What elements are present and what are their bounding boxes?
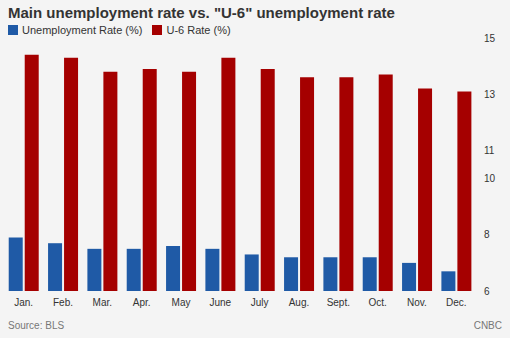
- svg-text:Nov.: Nov.: [407, 297, 427, 308]
- svg-text:Oct.: Oct.: [368, 297, 386, 308]
- svg-text:13: 13: [484, 89, 496, 100]
- html-text:Unemployment Rate (%): Unemployment Rate (%): [22, 24, 143, 36]
- svg-text:15: 15: [484, 33, 496, 44]
- svg-text:July: July: [251, 297, 269, 308]
- svg-text:11: 11: [484, 145, 495, 156]
- svg-text:June: June: [209, 297, 231, 308]
- svg-text:Feb.: Feb.: [53, 297, 73, 308]
- svg-text:Sept.: Sept.: [327, 297, 350, 308]
- svg-text:8: 8: [484, 229, 490, 240]
- svg-text:6: 6: [484, 286, 490, 297]
- html-text:Source: BLS: Source: BLS: [8, 320, 65, 331]
- svg-text:10: 10: [484, 173, 496, 184]
- html-text:U-6 Rate (%): U-6 Rate (%): [166, 24, 231, 36]
- svg-text:Aug.: Aug.: [289, 297, 310, 308]
- svg-text:May: May: [172, 297, 191, 308]
- svg-text:Jan.: Jan.: [14, 297, 33, 308]
- svg-text:Dec.: Dec.: [446, 297, 467, 308]
- svg-text:Apr.: Apr.: [133, 297, 151, 308]
- html-text:CNBC: CNBC: [473, 320, 502, 331]
- svg-text:Mar.: Mar.: [93, 297, 112, 308]
- html-text:Main unemployment rate vs. "U-: Main unemployment rate vs. "U-6" unemplo…: [8, 4, 395, 21]
